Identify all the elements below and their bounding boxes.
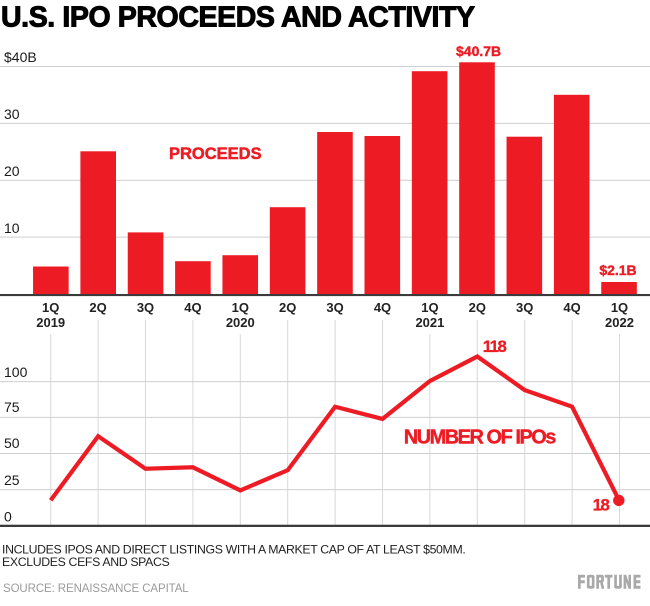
svg-text:1Q: 1Q	[42, 300, 59, 315]
svg-text:1Q: 1Q	[421, 300, 438, 315]
svg-text:100: 100	[4, 364, 28, 380]
svg-text:$40.7B: $40.7B	[456, 43, 501, 59]
svg-text:3Q: 3Q	[137, 300, 154, 315]
svg-text:PROCEEDS: PROCEEDS	[169, 145, 262, 163]
svg-text:1Q: 1Q	[611, 300, 628, 315]
svg-text:18: 18	[593, 495, 610, 514]
svg-text:2020: 2020	[226, 315, 255, 330]
svg-text:20: 20	[4, 163, 20, 179]
svg-text:4Q: 4Q	[374, 300, 391, 315]
svg-text:U.S. IPO PROCEEDS AND ACTIVITY: U.S. IPO PROCEEDS AND ACTIVITY	[1, 1, 475, 33]
svg-text:2022: 2022	[605, 315, 634, 330]
svg-text:118: 118	[483, 337, 507, 356]
svg-text:75: 75	[4, 399, 20, 415]
svg-text:SOURCE: RENAISSANCE CAPITAL: SOURCE: RENAISSANCE CAPITAL	[3, 583, 189, 595]
svg-text:25: 25	[4, 472, 20, 488]
svg-text:0: 0	[4, 508, 12, 524]
svg-text:4Q: 4Q	[184, 300, 201, 315]
svg-text:50: 50	[4, 435, 20, 451]
svg-text:1Q: 1Q	[232, 300, 249, 315]
svg-text:$2.1B: $2.1B	[599, 262, 636, 278]
svg-text:INCLUDES IPOS AND DIRECT LISTI: INCLUDES IPOS AND DIRECT LISTINGS WITH A…	[2, 543, 465, 557]
svg-text:10: 10	[4, 220, 20, 236]
svg-text:2Q: 2Q	[279, 300, 296, 315]
svg-text:NUMBER OF IPOs: NUMBER OF IPOs	[404, 427, 557, 449]
svg-text:$40B: $40B	[4, 49, 37, 65]
svg-text:3Q: 3Q	[326, 300, 343, 315]
svg-text:2019: 2019	[36, 315, 65, 330]
svg-text:3Q: 3Q	[516, 300, 533, 315]
svg-text:2Q: 2Q	[469, 300, 486, 315]
svg-text:2021: 2021	[415, 315, 444, 330]
svg-text:4Q: 4Q	[563, 300, 580, 315]
svg-text:2Q: 2Q	[89, 300, 106, 315]
svg-text:30: 30	[4, 106, 20, 122]
svg-text:EXCLUDES CEFS AND SPACS: EXCLUDES CEFS AND SPACS	[2, 555, 169, 569]
